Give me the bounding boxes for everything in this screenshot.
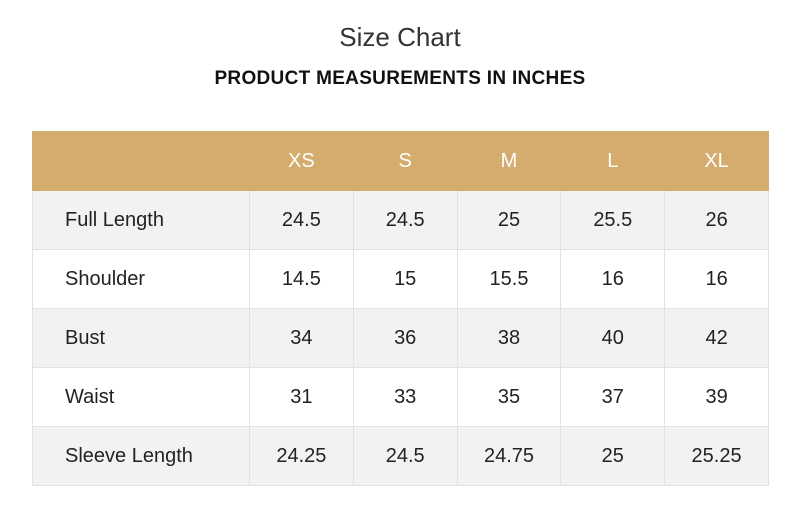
header-size-m: M bbox=[456, 131, 562, 191]
header-size-xl: XL bbox=[664, 131, 769, 191]
header-size-l: L bbox=[560, 131, 666, 191]
table-cell: 25.25 bbox=[664, 426, 769, 486]
table-cell: 24.5 bbox=[352, 190, 458, 250]
page-subtitle: PRODUCT MEASUREMENTS IN INCHES bbox=[214, 68, 586, 89]
size-chart-table: XS S M L XL Full Length 24.5 24.5 25 25.… bbox=[32, 131, 769, 486]
table-cell: 25 bbox=[456, 190, 562, 250]
table-cell: 34 bbox=[249, 308, 354, 368]
table-cell: 25 bbox=[560, 426, 666, 486]
header-corner-cell bbox=[32, 131, 250, 191]
table-header: XS S M L XL bbox=[32, 131, 769, 191]
table-cell: 33 bbox=[352, 367, 458, 427]
table-row-sleeve-length: Sleeve Length 24.25 24.5 24.75 25 25.25 bbox=[32, 426, 769, 486]
row-label: Full Length bbox=[32, 190, 250, 250]
table-cell: 16 bbox=[664, 249, 769, 309]
table-cell: 15 bbox=[352, 249, 458, 309]
table-body: Full Length 24.5 24.5 25 25.5 26 Shoulde… bbox=[32, 190, 769, 486]
table-cell: 16 bbox=[560, 249, 666, 309]
row-label: Waist bbox=[32, 367, 250, 427]
table-row-shoulder: Shoulder 14.5 15 15.5 16 16 bbox=[32, 249, 769, 309]
header-size-xs: XS bbox=[249, 131, 354, 191]
table-cell: 25.5 bbox=[560, 190, 666, 250]
header-size-s: S bbox=[352, 131, 458, 191]
table-cell: 38 bbox=[456, 308, 562, 368]
table-cell: 31 bbox=[249, 367, 354, 427]
row-label: Sleeve Length bbox=[32, 426, 250, 486]
row-label: Bust bbox=[32, 308, 250, 368]
table-cell: 24.75 bbox=[456, 426, 562, 486]
table-cell: 42 bbox=[664, 308, 769, 368]
table-cell: 37 bbox=[560, 367, 666, 427]
table-cell: 24.25 bbox=[249, 426, 354, 486]
table-cell: 26 bbox=[664, 190, 769, 250]
row-label: Shoulder bbox=[32, 249, 250, 309]
table-row-bust: Bust 34 36 38 40 42 bbox=[32, 308, 769, 368]
table-cell: 39 bbox=[664, 367, 769, 427]
table-row-waist: Waist 31 33 35 37 39 bbox=[32, 367, 769, 427]
table-cell: 24.5 bbox=[249, 190, 354, 250]
table-cell: 36 bbox=[352, 308, 458, 368]
table-cell: 24.5 bbox=[352, 426, 458, 486]
header-row: XS S M L XL bbox=[32, 131, 769, 191]
table-cell: 14.5 bbox=[249, 249, 354, 309]
table-row-full-length: Full Length 24.5 24.5 25 25.5 26 bbox=[32, 190, 769, 250]
table-cell: 35 bbox=[456, 367, 562, 427]
table-cell: 40 bbox=[560, 308, 666, 368]
page-title: Size Chart bbox=[339, 22, 461, 52]
table-cell: 15.5 bbox=[456, 249, 562, 309]
